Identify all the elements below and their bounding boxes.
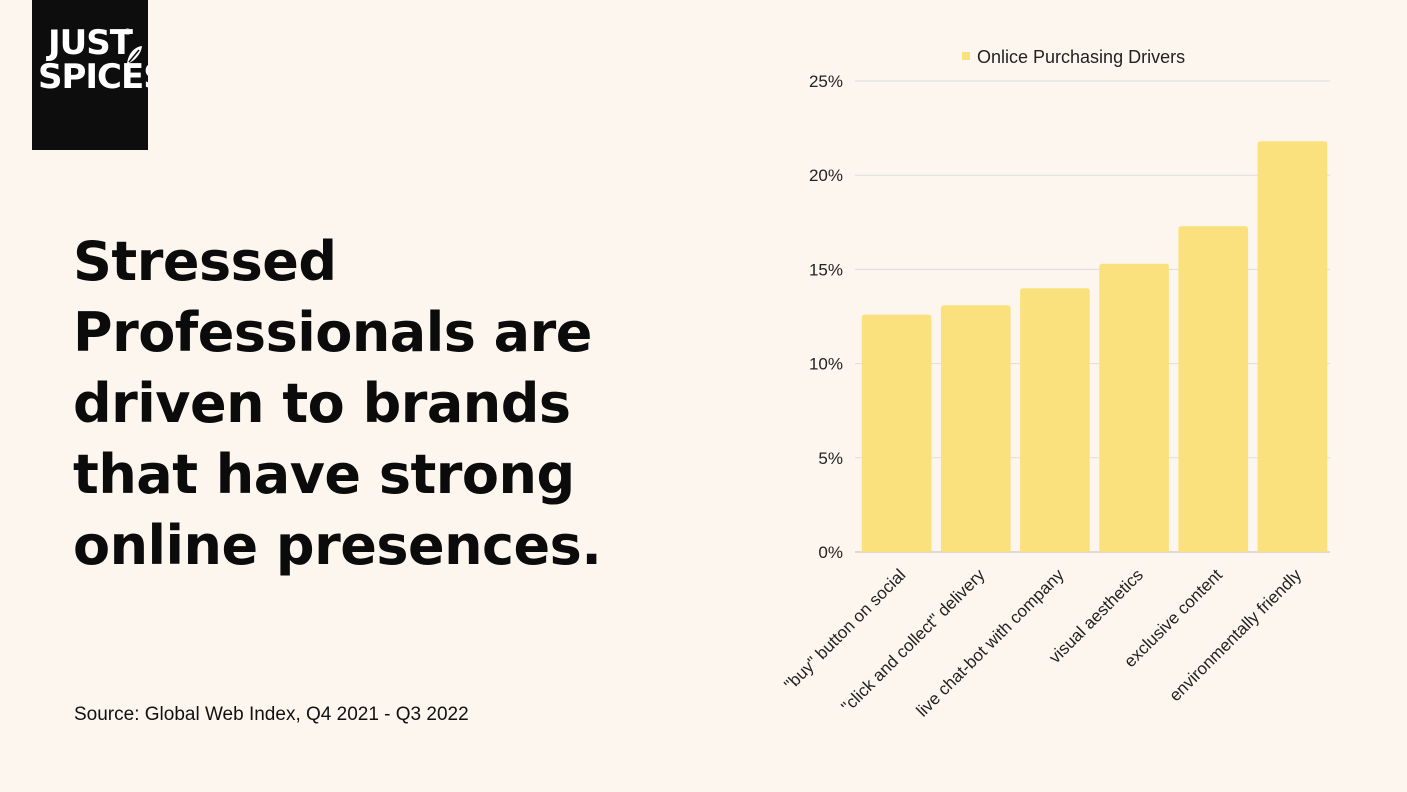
leaf-icon xyxy=(127,46,142,64)
legend: Onlice Purchasing Drivers xyxy=(962,47,1185,67)
logo-wordmark: JUST SPICES xyxy=(38,23,148,94)
bar-5 xyxy=(1257,141,1328,552)
bar-0 xyxy=(861,314,932,552)
logo-line-just: JUST xyxy=(48,23,133,63)
registered-mark: ® xyxy=(123,28,132,38)
bar-2 xyxy=(1020,288,1090,552)
bars xyxy=(861,141,1328,552)
source-note: Source: Global Web Index, Q4 2021 - Q3 2… xyxy=(74,704,469,725)
y-tick-label: 20% xyxy=(809,166,843,185)
just-spices-logo: JUST SPICES ® xyxy=(32,0,148,150)
legend-label: Onlice Purchasing Drivers xyxy=(977,47,1185,67)
x-category-label: "click and collect" delivery xyxy=(838,565,989,716)
y-tick-label: 25% xyxy=(809,72,843,91)
bar-1 xyxy=(940,305,1011,552)
y-tick-label: 0% xyxy=(818,543,843,562)
bar-4 xyxy=(1178,226,1249,552)
headline: Stressed Professionals are driven to bra… xyxy=(73,230,602,577)
bar-3 xyxy=(1099,263,1169,552)
y-tick-label: 10% xyxy=(809,355,843,374)
x-category-label: live chat-bot with company xyxy=(913,565,1068,720)
y-tick-label: 15% xyxy=(809,260,843,279)
y-tick-label: 5% xyxy=(818,449,843,468)
y-axis-ticks: 0% 5% 10% 15% 20% 25% xyxy=(809,72,843,562)
grid-lines xyxy=(855,80,1330,553)
x-axis-labels: "buy" button on social"click and collect… xyxy=(781,565,1306,720)
logo-line-spices: SPICES xyxy=(38,57,148,97)
x-category-label: environmentally friendly xyxy=(1166,565,1306,705)
legend-swatch xyxy=(962,52,970,60)
